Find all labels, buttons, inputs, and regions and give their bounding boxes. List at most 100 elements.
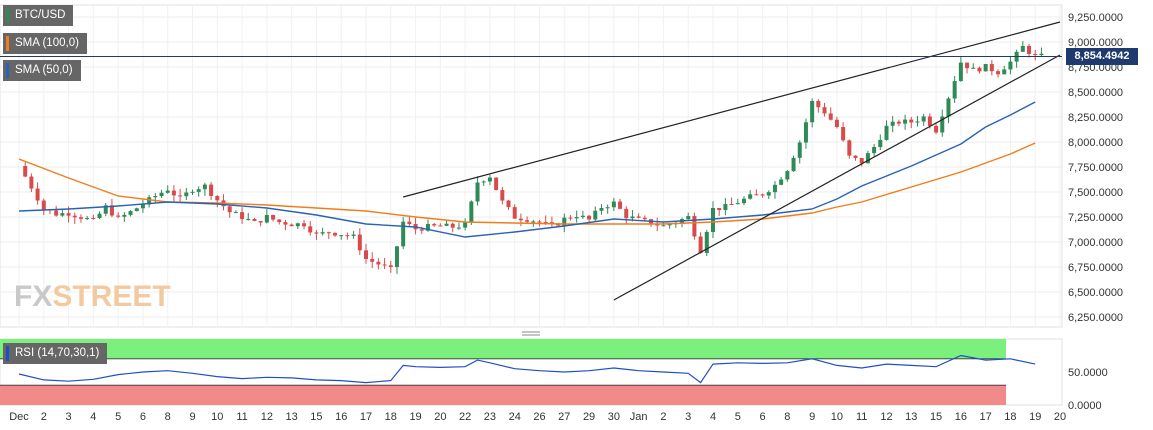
x-tick-label: 17 <box>360 411 372 423</box>
candle-down <box>376 261 381 265</box>
legend-symbol-label: BTC/USD <box>15 9 66 21</box>
y-tick-label: 8,500.0000 <box>1068 87 1123 99</box>
y-tick-label: 9,000.0000 <box>1068 37 1123 49</box>
candle-up <box>85 217 90 219</box>
candle-up <box>481 181 486 183</box>
candle-up <box>605 207 610 209</box>
x-tick-label: 13 <box>286 411 298 423</box>
candle-up <box>971 67 976 69</box>
x-tick-label: 18 <box>1004 411 1016 423</box>
y-tick-label: 7,250.0000 <box>1068 212 1123 224</box>
x-tick-label: 30 <box>608 411 620 423</box>
candle-up <box>233 212 238 214</box>
x-tick-label: 26 <box>533 411 545 423</box>
x-tick-label: 4 <box>90 411 96 423</box>
candle-down <box>41 200 46 210</box>
candle-down <box>277 219 282 223</box>
x-tick-label: 3 <box>66 411 72 423</box>
legend-sma100-label: SMA (100,0) <box>15 37 79 49</box>
candle-down <box>927 116 932 126</box>
legend-rsi-label: RSI (14,70,30,1) <box>15 347 100 359</box>
candle-down <box>642 217 647 220</box>
x-tick-label: 2 <box>41 411 47 423</box>
candle-down <box>841 127 846 141</box>
x-tick-label: 27 <box>558 411 570 423</box>
x-tick-label: 17 <box>980 411 992 423</box>
candle-down <box>209 184 214 196</box>
y-tick-label: 6,500.0000 <box>1068 287 1123 299</box>
candle-down <box>996 71 1001 75</box>
candle-up <box>958 62 963 82</box>
candle-up <box>865 153 870 164</box>
candle-down <box>847 140 852 156</box>
sma50-line <box>18 101 1036 238</box>
legend-symbol[interactable]: BTC/USD <box>3 5 74 26</box>
candle-up <box>667 224 672 226</box>
candle-down <box>934 125 939 133</box>
candle-down <box>283 222 288 225</box>
candle-up <box>803 122 808 143</box>
x-tick-label: 20 <box>1054 411 1066 423</box>
candle-up <box>785 171 790 180</box>
candle-up <box>580 215 585 218</box>
candle-down <box>909 119 914 123</box>
candle-up <box>940 116 945 133</box>
price-series <box>0 21 1062 301</box>
x-tick-label: 15 <box>310 411 322 423</box>
candle-down <box>66 213 71 216</box>
candle-down <box>729 204 734 206</box>
candle-down <box>636 216 641 218</box>
x-tick-label: 23 <box>484 411 496 423</box>
candle-down <box>91 217 96 219</box>
candle-up <box>1002 69 1007 75</box>
candle-down <box>518 218 523 221</box>
rsi-oversold-zone <box>0 385 1006 405</box>
candle-down <box>500 190 505 201</box>
y-tick-label: 7,500.0000 <box>1068 187 1123 199</box>
candle-up <box>1039 53 1044 55</box>
x-tick-label: 6 <box>760 411 766 423</box>
y-axis: 9,250.00009,000.00008,750.00008,500.0000… <box>1068 12 1123 412</box>
x-tick-label: 22 <box>459 411 471 423</box>
candle-down <box>556 224 561 226</box>
candle-up <box>562 217 567 226</box>
current-price-badge: 8,854.4942 <box>1066 48 1138 66</box>
legend-sma50[interactable]: SMA (50,0) <box>3 60 81 81</box>
candle-up <box>810 100 815 123</box>
candle-up <box>103 205 108 214</box>
candle-up <box>946 98 951 117</box>
candle-down <box>1027 46 1032 54</box>
candle-down <box>828 113 833 120</box>
candle-up <box>872 147 877 154</box>
upper-trendline <box>403 21 1061 198</box>
candle-up <box>766 192 771 196</box>
rsi-overbought-zone <box>0 339 1006 359</box>
legend-rsi[interactable]: RSI (14,70,30,1) <box>3 343 108 364</box>
candle-down <box>618 201 623 209</box>
candle-up <box>351 234 356 236</box>
candle-down <box>370 259 375 262</box>
candle-up <box>704 231 709 253</box>
legend-sma100[interactable]: SMA (100,0) <box>3 33 87 54</box>
candle-up <box>531 221 536 223</box>
candle-up <box>444 223 449 226</box>
candle-down <box>568 217 573 219</box>
x-tick-label: 5 <box>115 411 121 423</box>
x-tick-label: 16 <box>955 411 967 423</box>
candle-up <box>903 119 908 124</box>
candle-down <box>308 226 313 233</box>
lower-trendline <box>613 54 1061 301</box>
candle-down <box>240 212 245 220</box>
candle-down <box>289 224 294 227</box>
candle-up <box>425 224 430 231</box>
candle-down <box>23 166 28 177</box>
candle-up <box>487 177 492 182</box>
y-tick-label: 6,750.0000 <box>1068 262 1123 274</box>
candle-up <box>686 216 691 220</box>
candle-up <box>661 225 666 227</box>
candle-down <box>450 223 455 228</box>
candle-down <box>717 207 722 210</box>
candle-up <box>574 217 579 219</box>
x-tick-label: 24 <box>509 411 521 423</box>
